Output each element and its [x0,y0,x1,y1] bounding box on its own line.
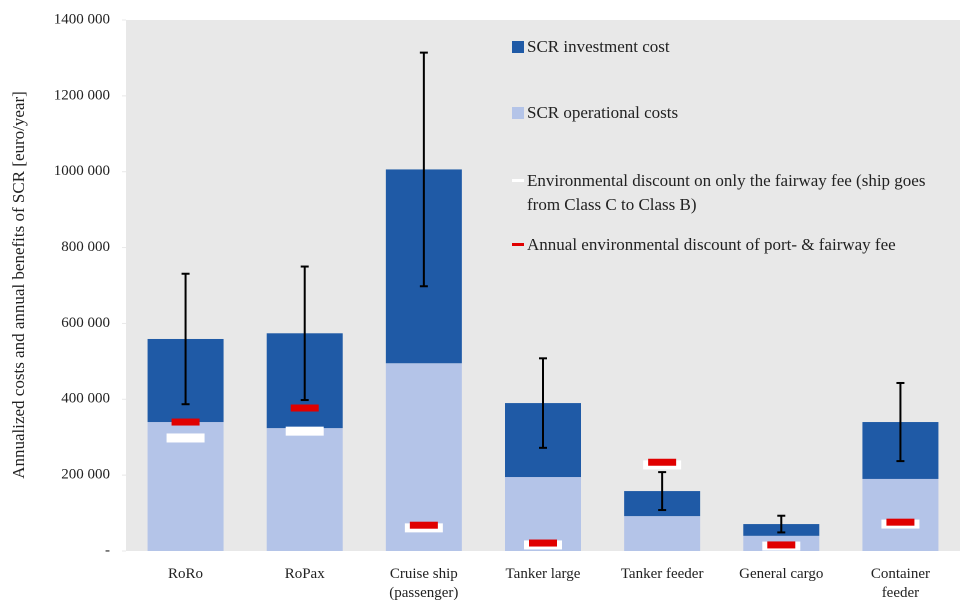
x-tick-label: Tanker large [505,566,581,582]
y-tick-label: 1400 000 [54,11,110,27]
error-bar [181,272,190,406]
legend-swatch [512,107,524,119]
x-tick-label: Container feeder [870,566,930,600]
legend-swatch [512,179,524,182]
bar-segment [147,422,224,551]
bar-segment [385,363,462,551]
x-tick-label: RoRo [168,566,204,582]
y-axis-label: Annualized costs and annual benefits of … [9,91,28,479]
bar-segment [266,428,343,551]
error-bar [896,381,905,463]
y-tick-label: 200 000 [61,467,110,483]
y-tick-label: 400 000 [61,391,110,407]
marker [529,539,557,547]
bar-segment [862,478,939,551]
error-bar [777,514,786,534]
marker [171,418,200,426]
bar-segment [624,516,701,551]
marker [886,518,915,526]
marker [767,541,796,549]
y-tick-label: 600 000 [61,315,110,331]
error-bar [300,265,309,402]
legend-label: Environmental discount on only the fairw… [527,171,926,214]
x-tick-label: Cruise ship (passenger) [389,566,459,600]
legend-label: Annual environmental discount of port- &… [527,235,896,254]
y-tick-label: 800 000 [61,239,110,255]
error-bar [419,51,428,288]
x-tick-label: RoPax [284,566,325,582]
y-tick-label: 1000 000 [54,163,110,179]
y-tick-label: 1200 000 [54,87,110,103]
legend-label: SCR operational costs [527,103,679,122]
marker [166,433,205,443]
y-tick-label: - [105,542,110,558]
marker [409,521,438,529]
legend-label: SCR investment cost [527,37,670,56]
bar-segment [505,477,581,551]
marker [648,458,677,466]
x-tick-label: Tanker feeder [620,566,704,582]
marker [285,426,324,436]
marker [290,404,319,412]
legend-swatch [512,243,524,246]
legend-swatch [512,41,524,53]
error-bar [539,357,547,449]
error-bar [658,471,667,512]
x-tick-label: General cargo [739,566,824,582]
